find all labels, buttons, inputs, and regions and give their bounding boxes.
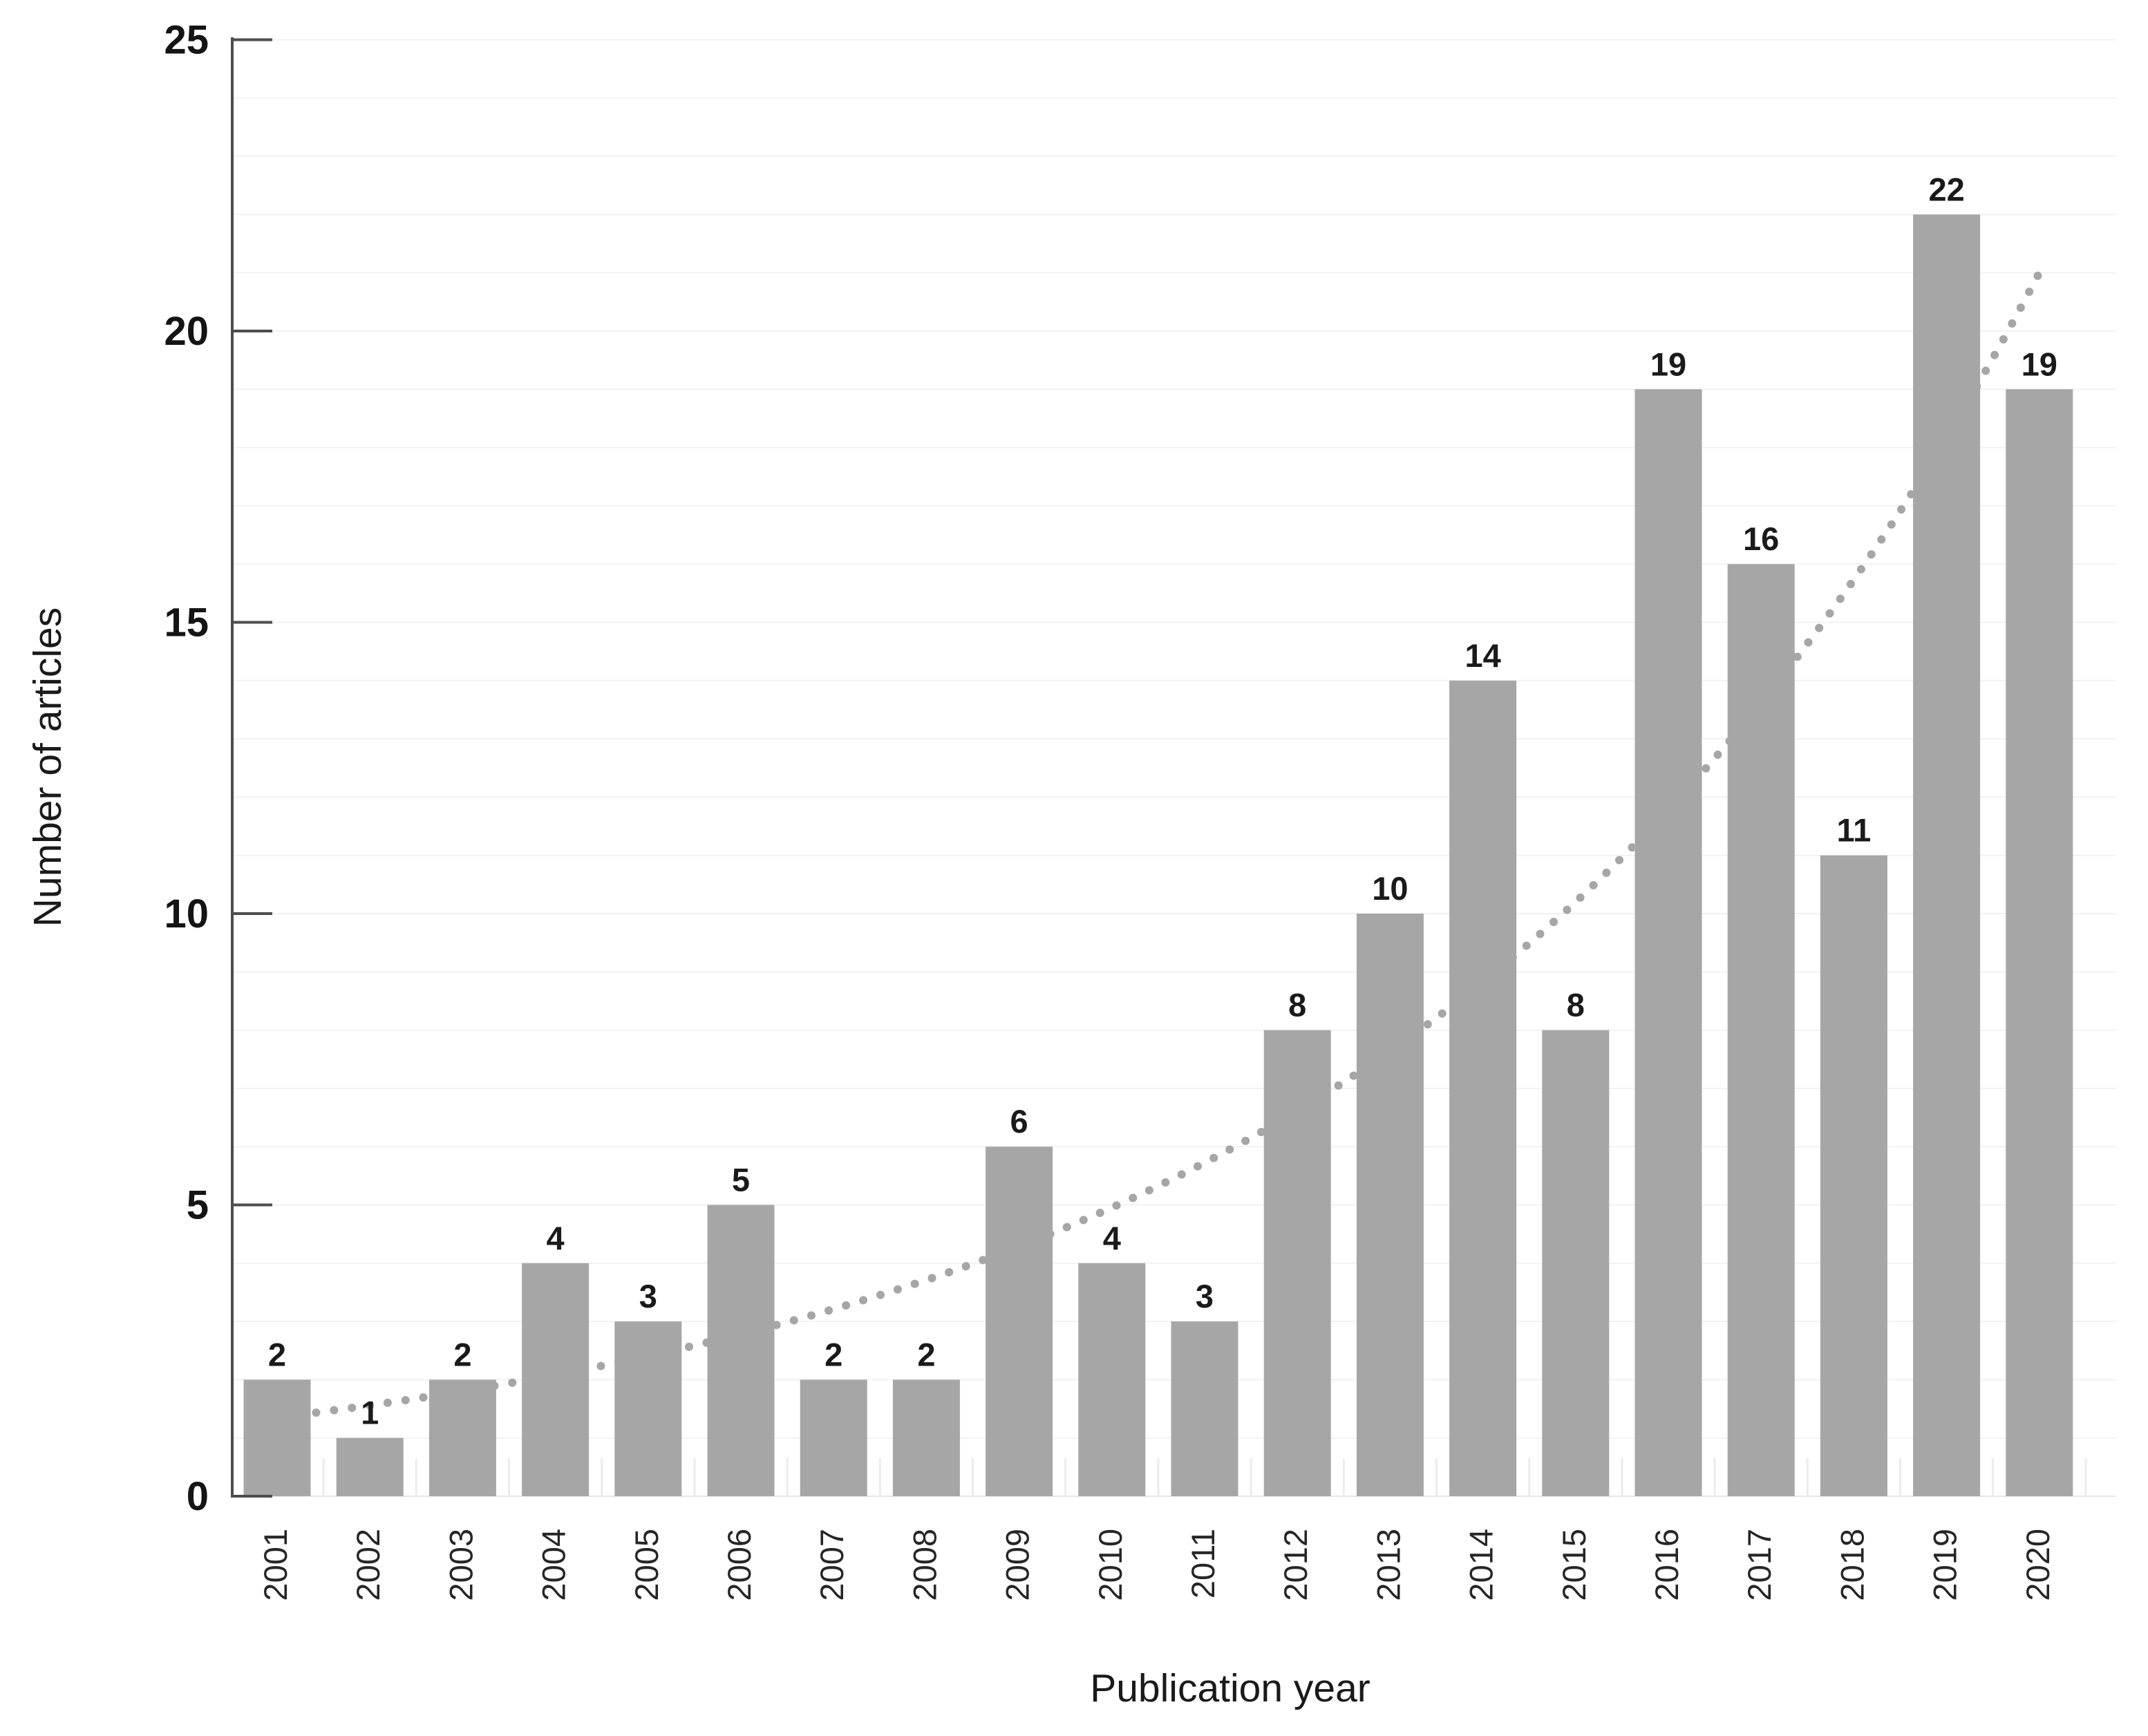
bar-value-label-2019: 22 [1928, 171, 1964, 207]
x-axis-title: Publication year [1090, 1666, 1370, 1710]
category-boundary-ticks [322, 1458, 2087, 1496]
bar-value-label-2006: 5 [732, 1162, 750, 1198]
bar-2004 [522, 1263, 590, 1496]
x-tick-label-2012: 2012 [1277, 1529, 1314, 1601]
bar-value-label-2013: 10 [1372, 870, 1408, 907]
bar-2008 [892, 1379, 960, 1496]
x-tick-label-2013: 2013 [1370, 1529, 1406, 1601]
x-tick-label-2005: 2005 [628, 1529, 665, 1601]
y-tick-label-25: 25 [164, 18, 209, 63]
y-tick-label-5: 5 [187, 1183, 209, 1228]
x-tick-label-2008: 2008 [906, 1529, 943, 1601]
x-tick-label-2020: 2020 [2019, 1529, 2056, 1601]
bar-2017 [1727, 564, 1795, 1497]
bars [243, 214, 2073, 1497]
x-tick-label-2009: 2009 [999, 1529, 1036, 1601]
bar-value-label-2001: 2 [268, 1336, 286, 1372]
x-tick-label-2004: 2004 [536, 1529, 572, 1601]
bar-2007 [800, 1379, 867, 1496]
bar-value-label-2007: 2 [825, 1336, 842, 1372]
bar-value-label-2017: 16 [1743, 520, 1779, 557]
bar-value-label-2010: 4 [1103, 1220, 1121, 1256]
bar-2003 [428, 1379, 496, 1496]
x-tick-label-2010: 2010 [1092, 1529, 1129, 1601]
bar-value-label-2004: 4 [547, 1220, 565, 1256]
y-axis-and-ticks [231, 37, 272, 1498]
x-tick-label-2006: 2006 [721, 1529, 757, 1601]
bar-value-label-2015: 8 [1567, 987, 1585, 1023]
bar-value-label-2018: 11 [1837, 812, 1872, 849]
bar-value-label-2002: 1 [361, 1395, 379, 1431]
bar-2010 [1078, 1263, 1146, 1496]
horizontal-gridlines [232, 39, 2116, 1497]
bar-value-label-2008: 2 [917, 1336, 935, 1372]
x-tick-label-2017: 2017 [1741, 1529, 1778, 1601]
x-tick-label-2016: 2016 [1648, 1529, 1685, 1601]
y-tick-label-0: 0 [187, 1474, 209, 1519]
bar-2012 [1263, 1030, 1331, 1496]
bar-2014 [1449, 680, 1517, 1496]
x-tick-label-2014: 2014 [1463, 1529, 1500, 1601]
x-tick-label-2002: 2002 [350, 1529, 386, 1601]
bar-2009 [986, 1147, 1053, 1496]
bar-value-label-2014: 14 [1464, 637, 1500, 674]
x-tick-label-2015: 2015 [1556, 1529, 1592, 1601]
y-tick-label-10: 10 [164, 891, 209, 936]
x-axis-year-labels: 2001 2002 2003 2004 2005 2006 2007 2008 2009 2010… [257, 1529, 2056, 1601]
bar-2006 [707, 1205, 775, 1496]
bar-value-label-2011: 3 [1196, 1278, 1214, 1314]
x-tick-label-2001: 2001 [257, 1529, 294, 1601]
x-tick-label-2007: 2007 [813, 1529, 850, 1601]
y-axis-tick-labels: 0 5 10 15 20 25 [164, 18, 209, 1520]
bar-2002 [336, 1437, 404, 1496]
bar-value-label-2016: 19 [1650, 346, 1686, 382]
x-tick-label-2003: 2003 [442, 1529, 479, 1601]
bar-2011 [1171, 1321, 1238, 1496]
y-axis-title: Number of articles [26, 607, 70, 927]
bar-value-label-2012: 8 [1288, 987, 1306, 1023]
x-tick-label-2011: 2011 [1185, 1529, 1221, 1598]
x-tick-label-2019: 2019 [1927, 1529, 1963, 1601]
bar-value-label-2005: 3 [639, 1278, 657, 1314]
bar-2019 [1913, 214, 1981, 1496]
bar-value-label-2003: 2 [453, 1336, 471, 1372]
bar-2005 [614, 1321, 682, 1496]
bar-value-label-2009: 6 [1010, 1103, 1028, 1140]
bar-2020 [2006, 389, 2073, 1496]
bar-2016 [1634, 389, 1702, 1496]
bar-value-label-2020: 19 [2022, 346, 2057, 382]
bar-2013 [1356, 914, 1424, 1496]
y-tick-label-20: 20 [164, 309, 209, 354]
x-tick-label-2018: 2018 [1834, 1529, 1870, 1601]
bar-2001 [243, 1379, 311, 1496]
y-tick-label-15: 15 [164, 601, 209, 645]
bar-2015 [1542, 1030, 1610, 1496]
bar-2018 [1820, 855, 1887, 1496]
